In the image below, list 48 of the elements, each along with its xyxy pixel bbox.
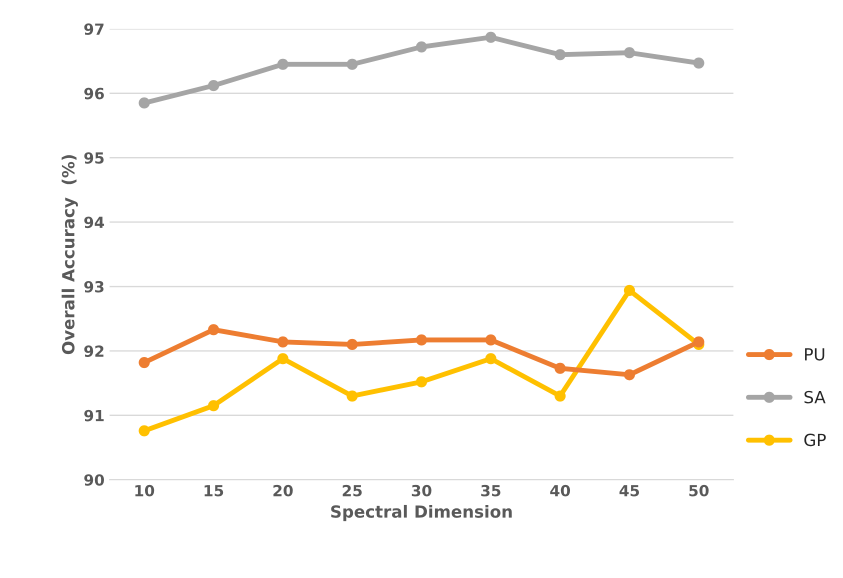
- point: [138, 356, 150, 368]
- y-axis-title: Overall Accuracy (%): [62, 155, 78, 354]
- legend-label: GP: [804, 434, 826, 446]
- x-tick-label: 40: [550, 484, 570, 496]
- point: [554, 362, 566, 374]
- x-tick-label: 15: [204, 485, 224, 496]
- point: [346, 58, 358, 70]
- y-tick-label: 93: [84, 280, 104, 293]
- x-tick-label: 25: [342, 484, 362, 496]
- point: [624, 47, 635, 58]
- point: [277, 336, 288, 348]
- x-tick-label: 35: [481, 484, 500, 496]
- y-tick-label: 91: [84, 410, 104, 422]
- point: [624, 369, 635, 380]
- x-tick-label: 10: [135, 484, 154, 496]
- point: [277, 58, 288, 70]
- point: [416, 41, 428, 52]
- point: [138, 97, 150, 109]
- point: [485, 334, 496, 346]
- legend-label: PU: [805, 348, 824, 361]
- y-tick-label: 92: [84, 345, 104, 357]
- y-tick-label: 90: [84, 474, 104, 486]
- point: [485, 353, 496, 364]
- point: [208, 80, 220, 92]
- y-tick-label: 94: [84, 216, 104, 228]
- x-axis-title: Spectral Dimension: [331, 504, 512, 522]
- point: [416, 334, 428, 346]
- point: [554, 49, 566, 60]
- y-tick-label: 96: [84, 88, 104, 100]
- point: [485, 32, 496, 43]
- point: [416, 376, 428, 388]
- x-tick-label: 20: [273, 484, 293, 496]
- x-tick-label: 50: [689, 484, 709, 496]
- point: [277, 353, 288, 364]
- point: [693, 57, 704, 69]
- point: [693, 336, 704, 348]
- point: [346, 390, 358, 402]
- y-tick-label: 97: [84, 23, 104, 35]
- x-tick-label: 30: [412, 484, 432, 496]
- point: [624, 284, 635, 296]
- point: [138, 425, 150, 436]
- y-tick-label: 95: [84, 152, 104, 164]
- point: [208, 324, 220, 336]
- point: [208, 400, 220, 412]
- legend-label: SA: [804, 390, 826, 404]
- x-tick-label: 45: [619, 485, 640, 496]
- point: [346, 338, 358, 350]
- point: [554, 390, 566, 402]
